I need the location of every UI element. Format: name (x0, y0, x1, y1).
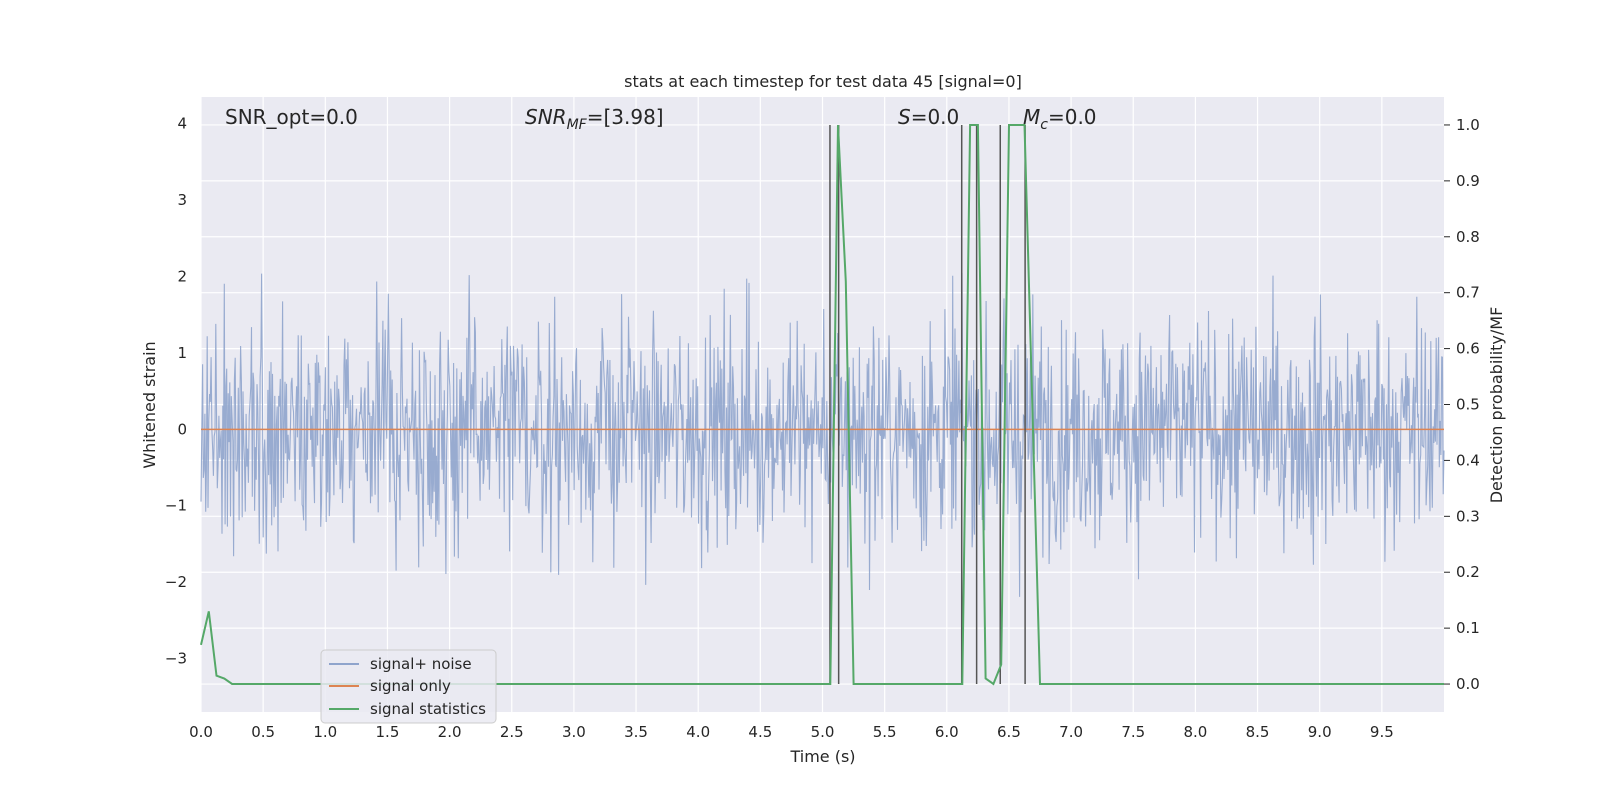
x-tick-label: 6.5 (997, 723, 1021, 741)
x-axis-label: Time (s) (789, 747, 855, 766)
x-tick-label: 5.5 (873, 723, 897, 741)
y-left-tick-label: 1 (177, 344, 187, 362)
y-axis-right-label: Detection probability/MF (1487, 307, 1506, 504)
x-tick-label: 8.5 (1246, 723, 1270, 741)
x-tick-label: 7.5 (1121, 723, 1145, 741)
event-vlines (829, 124, 1026, 685)
x-tick-label: 1.5 (376, 723, 400, 741)
legend: signal+ noise signal only signal statist… (320, 649, 497, 724)
chart-title: stats at each timestep for test data 45 … (624, 72, 1022, 91)
y-right-tick-label: 0.3 (1456, 507, 1480, 525)
y-right-tick-label: 1.0 (1456, 116, 1480, 134)
x-tick-label: 6.0 (935, 723, 959, 741)
signal-statistics-line (200, 124, 1444, 686)
x-tick-label: 4.5 (748, 723, 772, 741)
y-right-tick-label: 0.6 (1456, 340, 1480, 358)
y-left-tick-label: −2 (165, 573, 187, 591)
y-right-tick-label: 0.0 (1456, 675, 1480, 693)
legend-label-stat: signal statistics (370, 700, 486, 718)
annotation-mc: Mc=0.0 (1023, 105, 1097, 133)
y-right-tick-label: 0.9 (1456, 172, 1480, 190)
legend-box (320, 649, 497, 724)
y-right-tick-label: 0.2 (1456, 563, 1480, 581)
x-tick-label: 2.5 (500, 723, 524, 741)
y-left-tick-label: 0 (177, 420, 187, 438)
y-left-tick-label: 2 (177, 268, 187, 286)
legend-label-signal: signal only (370, 677, 451, 695)
legend-label-noise: signal+ noise (370, 655, 472, 673)
annotation-s: S=0.0 (898, 105, 959, 129)
y-axis-right-ticks: 0.0 0.1 0.2 0.3 0.4 0.5 0.6 0.7 0.8 0.9 1.0 (1444, 116, 1480, 693)
x-tick-label: 2.0 (438, 723, 462, 741)
annotation-snr-opt: SNR_opt=0.0 (225, 105, 358, 129)
y-right-tick-label: 0.5 (1456, 396, 1480, 414)
signal-noise-series (200, 273, 1445, 597)
x-axis-ticks: 0.0 0.5 1.0 1.5 2.0 2.5 3.0 3.5 4.0 4.5 5.0 5.5 6.0 6… (189, 723, 1394, 741)
x-tick-label: 8.0 (1183, 723, 1207, 741)
y-right-tick-label: 0.8 (1456, 228, 1480, 246)
y-left-tick-label: −3 (165, 650, 187, 668)
x-tick-label: 4.0 (686, 723, 710, 741)
signal-noise-line (200, 273, 1445, 597)
x-tick-label: 1.0 (313, 723, 337, 741)
y-left-tick-label: 3 (177, 191, 187, 209)
y-right-tick-label: 0.7 (1456, 284, 1480, 302)
y-right-tick-label: 0.4 (1456, 451, 1480, 469)
x-tick-label: 9.5 (1370, 723, 1394, 741)
signal-statistics-series (200, 124, 1444, 686)
annotation-snr-mf: SNRMF=[3.98] (525, 105, 664, 133)
x-tick-label: 7.0 (1059, 723, 1083, 741)
x-tick-label: 9.0 (1308, 723, 1332, 741)
x-tick-label: 0.0 (189, 723, 213, 741)
y-axis-left-ticks: −3 −2 −1 0 1 2 3 4 (165, 115, 187, 668)
y-left-tick-label: −1 (165, 497, 187, 515)
x-tick-label: 3.0 (562, 723, 586, 741)
x-tick-label: 5.0 (811, 723, 835, 741)
y-right-tick-label: 0.1 (1456, 619, 1480, 637)
y-axis-left-label: Whitened strain (140, 341, 159, 468)
x-tick-label: 0.5 (251, 723, 275, 741)
annotations: SNR_opt=0.0 SNRMF=[3.98] S=0.0 Mc=0.0 (225, 105, 1097, 133)
x-tick-label: 3.5 (624, 723, 648, 741)
y-left-tick-label: 4 (177, 115, 187, 133)
